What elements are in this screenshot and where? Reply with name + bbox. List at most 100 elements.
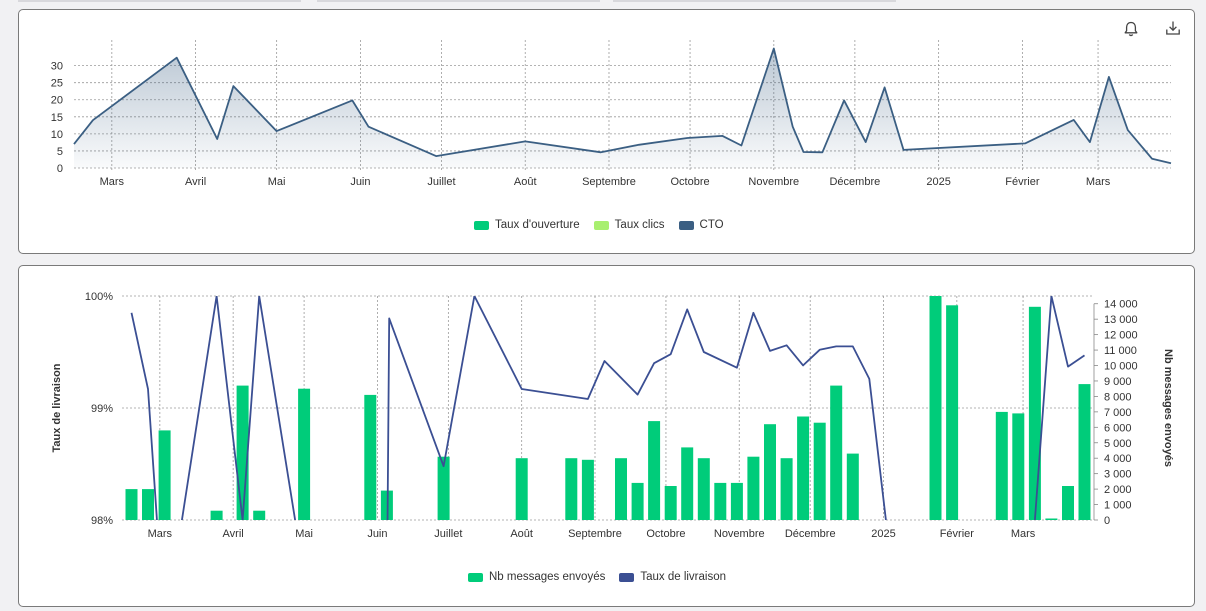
legend-item-sent[interactable]: Nb messages envoyés [468,571,605,583]
cto-x-tick-8: Novembre [748,176,799,188]
sent-bar-0 [125,489,138,520]
delivery-x-tick-5: Août [510,528,533,540]
legend-item-open-rate[interactable]: Taux d'ouverture [474,219,580,231]
legend-item-cto[interactable]: CTO [678,219,724,231]
delivery-y-left-tick-2: 100% [85,291,113,303]
legend-label-cto: CTO [699,219,724,231]
sent-bar-34 [1062,486,1074,520]
delivery-combo-chart: Mars Avril Mai Juin Juillet Août Septembre Octo… [51,291,1174,540]
legend-label-delivery: Taux de livraison [640,571,726,583]
delivery-x-tick-1: Avril [223,528,244,540]
sent-bar-16 [664,486,677,520]
cto-x-tick-6: Septembre [582,176,636,188]
delivery-x-tick-4: Juillet [434,528,462,540]
delivery-y-left-tick-1: 99% [91,403,113,415]
sent-bar-33 [1045,518,1058,520]
delivery-chart-card: Mars Avril Mai Juin Juillet Août Septembre Octo… [18,265,1195,607]
download-icon[interactable] [1164,19,1186,41]
delivery-x-tick-3: Juin [367,528,387,540]
sent-bar-18 [697,458,710,520]
sent-bar-15 [648,421,661,520]
delivery-y-right-tick-1: 1 000 [1104,500,1132,512]
sent-bar-29 [946,305,959,520]
cto-x-tick-0: Mars [100,176,125,188]
sent-bar-35 [1078,384,1091,520]
sent-bar-23 [780,458,793,520]
tab-strip-3 [613,0,896,2]
sent-bar-31 [1012,413,1025,520]
tab-strip-2 [317,0,600,2]
delivery-y-right-tick-2: 2 000 [1104,484,1132,496]
delivery-x-tick-2: Mai [295,528,313,540]
delivery-y-right-tick-8: 8 000 [1104,391,1132,403]
sent-bar-11 [565,458,578,520]
delivery-y-left-tick-0: 98% [91,515,113,527]
delivery-y-left-title: Taux de livraison [51,363,63,452]
cto-y-tick-6: 30 [51,61,63,73]
cto-y-tick-0: 0 [57,163,63,175]
cto-chart-legend: Taux d'ouverture Taux clics CTO [474,219,724,231]
sent-bar-13 [615,458,627,520]
sent-bar-26 [830,385,843,520]
delivery-x-tick-12: Mars [1011,528,1036,540]
legend-item-delivery[interactable]: Taux de livraison [619,571,726,583]
tab-strip-1 [18,0,301,2]
sent-bar-32 [1028,306,1041,520]
delivery-x-tick-7: Octobre [646,528,685,540]
legend-swatch-cto [678,220,694,230]
sent-bar-3 [210,510,223,520]
delivery-y-right-tick-7: 7 000 [1104,407,1132,419]
sent-bar-21 [747,456,760,520]
cto-y-tick-4: 20 [51,95,63,107]
delivery-line-group [130,296,1086,520]
delivery-y-right-tick-6: 6 000 [1104,422,1132,434]
delivery-chart-legend: Nb messages envoyés Taux de livraison [468,571,726,583]
delivery-x-tick-10: 2025 [871,528,895,540]
cto-x-tick-1: Avril [185,176,206,188]
sent-bar-27 [846,453,859,520]
legend-swatch-sent [468,572,483,582]
delivery-y-right-tick-3: 3 000 [1104,469,1132,481]
cto-series-line [73,47,1172,165]
cto-y-tick-1: 5 [57,146,63,158]
cto-x-tick-5: Août [514,176,537,188]
delivery-series-line [130,296,1086,520]
delivery-x-tick-0: Mars [148,528,173,540]
cto-x-tick-11: Février [1005,176,1040,188]
delivery-y-right-tick-5: 5 000 [1104,438,1132,450]
sent-bar-24 [797,416,810,520]
sent-bar-25 [813,422,826,520]
sent-bar-19 [714,482,727,520]
cto-chart-card: Mars Avril Mai Juin Juillet Août Septembre Octo… [18,9,1195,254]
sent-bar-1 [142,489,154,520]
sent-bar-5 [253,510,266,520]
sent-bar-22 [764,424,776,520]
cto-y-tick-3: 15 [51,112,63,124]
cto-x-tick-4: Juillet [427,176,455,188]
sent-bar-6 [298,388,311,520]
delivery-y-right-tick-14: 14 000 [1104,299,1138,311]
cto-x-tick-10: 2025 [926,176,950,188]
cto-x-tick-12: Mars [1086,176,1111,188]
delivery-x-tick-9: Décembre [785,528,836,540]
cto-y-tick-2: 10 [51,129,63,141]
legend-swatch-delivery [619,572,635,582]
bell-icon[interactable] [1122,20,1144,42]
sent-bar-2 [158,430,171,520]
cto-x-tick-9: Décembre [829,176,880,188]
legend-label-click-rate: Taux clics [614,219,665,231]
delivery-y-right-tick-0: 0 [1104,515,1110,527]
cto-x-tick-7: Octobre [670,176,709,188]
cto-area-chart: Mars Avril Mai Juin Juillet Août Septembre Octo… [51,40,1172,188]
sent-bar-30 [995,411,1008,520]
sent-bar-28 [929,296,942,520]
legend-item-click-rate[interactable]: Taux clics [593,219,665,231]
delivery-y-right-tick-9: 9 000 [1104,376,1132,388]
delivery-y-right-tick-12: 12 000 [1104,330,1138,342]
legend-label-sent: Nb messages envoyés [489,571,606,583]
sent-bar-20 [730,482,743,520]
sent-bar-12 [581,459,594,520]
legend-swatch-open-rate [474,220,489,230]
sent-bar-14 [631,482,644,520]
legend-swatch-click-rate [593,220,609,230]
